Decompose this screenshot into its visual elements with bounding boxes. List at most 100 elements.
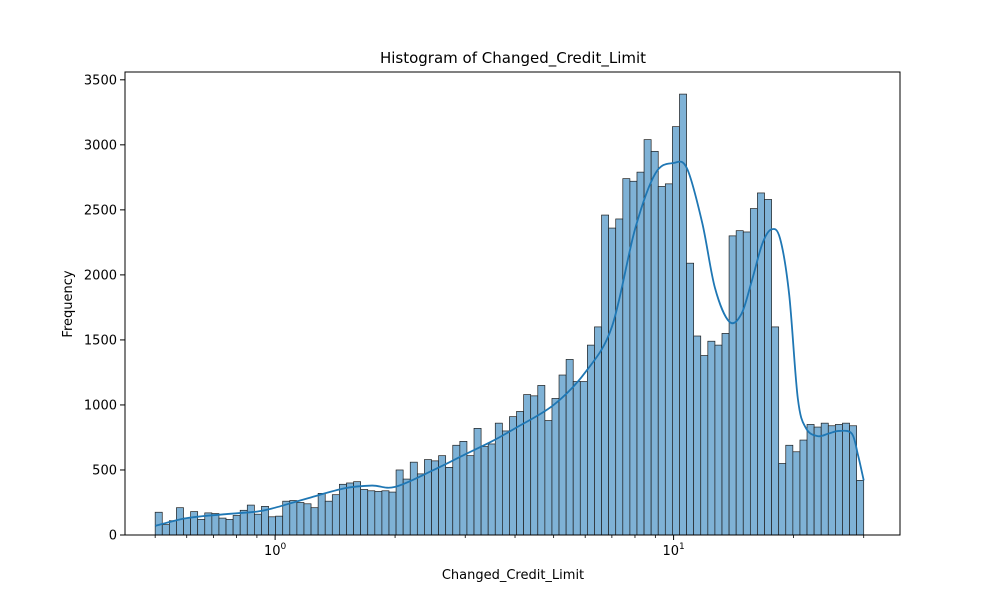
histogram-bar — [218, 517, 227, 536]
y-tick-label: 500 — [92, 463, 117, 478]
y-tick-label: 3500 — [84, 73, 117, 88]
histogram-bar — [239, 509, 248, 536]
histogram-bar — [431, 460, 439, 536]
histogram-bar — [225, 519, 234, 536]
histogram-bar — [608, 227, 617, 536]
histogram-bar — [672, 126, 680, 536]
histogram-bar — [537, 385, 546, 536]
y-tick-label: 2000 — [84, 268, 117, 283]
histogram-bar — [346, 482, 354, 536]
histogram-bar — [579, 381, 588, 536]
histogram-bar — [650, 150, 659, 536]
histogram-bar — [565, 359, 574, 536]
histogram-bar — [742, 231, 751, 536]
histogram-bar — [268, 516, 276, 536]
histogram-bar — [168, 520, 177, 536]
histogram-bar — [587, 344, 595, 536]
histogram-bar — [381, 490, 390, 536]
y-tick-label: 1500 — [84, 333, 117, 348]
histogram-bar — [183, 517, 191, 536]
histogram-bar — [303, 503, 312, 536]
histogram-bar — [806, 424, 815, 536]
y-tick-label: 0 — [109, 529, 117, 544]
histogram-bar — [856, 480, 865, 536]
histogram-bar — [502, 430, 510, 536]
histogram-bar — [792, 451, 801, 536]
kde-line — [154, 160, 865, 527]
histogram-bar — [636, 171, 645, 536]
histogram-bar — [700, 355, 709, 536]
histogram-bar — [480, 446, 489, 536]
histogram-bar — [275, 515, 284, 536]
y-tick-label: 1000 — [84, 398, 117, 413]
histogram-bar — [771, 326, 780, 536]
histogram-bar — [835, 424, 843, 536]
histogram-bar — [161, 524, 170, 536]
histogram-bar — [176, 507, 184, 536]
histogram-bar — [764, 199, 772, 536]
histogram-bar — [615, 218, 624, 536]
histogram-bar — [416, 473, 425, 536]
plot-frame — [124, 71, 901, 536]
histogram-bar — [728, 235, 737, 536]
histogram-bar — [402, 478, 411, 536]
histogram-bar — [331, 494, 340, 536]
histogram-bar — [296, 502, 305, 536]
histogram-bar — [190, 511, 199, 536]
histogram-bar — [664, 183, 673, 536]
histogram-bar — [842, 422, 850, 536]
histogram-bar — [516, 411, 524, 536]
histogram-bar — [679, 93, 687, 536]
histogram-bar — [367, 490, 376, 536]
histogram-bar — [778, 463, 787, 536]
histogram-bar — [799, 439, 808, 536]
histogram-bar — [735, 230, 744, 536]
histogram-bar — [686, 262, 695, 536]
histogram-bar — [572, 381, 581, 536]
histogram-bar — [707, 340, 716, 536]
histogram-bar — [551, 398, 560, 536]
histogram-bar — [757, 192, 765, 536]
histogram-bar — [487, 443, 496, 536]
histogram-bar — [360, 489, 369, 536]
histogram-bar — [523, 394, 532, 536]
histogram-bar — [622, 178, 631, 536]
y-tick-label: 3000 — [84, 138, 117, 153]
histogram-bar — [339, 483, 347, 536]
histogram-bar — [246, 504, 255, 536]
x-tick-label: 100 — [264, 542, 287, 559]
histogram-bar — [813, 426, 822, 536]
x-axis-ticks: 100 101 — [154, 535, 865, 559]
y-tick-label: 2500 — [84, 203, 117, 218]
histogram-bar — [509, 416, 517, 536]
histogram-bar — [289, 500, 298, 536]
histogram-bar — [353, 481, 361, 536]
histogram-bar — [693, 335, 702, 536]
histogram-bar — [317, 493, 326, 536]
histogram-bar — [820, 422, 829, 536]
histogram-bar — [544, 420, 553, 536]
histogram-bar — [601, 214, 609, 536]
histogram-bar — [197, 519, 206, 536]
histogram-bar — [232, 515, 241, 536]
histogram-bar — [374, 491, 383, 536]
x-tick-label: 101 — [662, 542, 684, 559]
histogram-bar — [721, 333, 730, 536]
histogram-bar — [473, 428, 482, 536]
histogram-bar — [749, 208, 758, 536]
histogram-bar — [282, 500, 291, 536]
histogram-bar — [714, 344, 723, 536]
y-axis-label: Frequency — [61, 270, 76, 337]
histogram-bar — [254, 513, 262, 536]
histogram-bar — [466, 455, 475, 536]
x-axis-label: Changed_Credit_Limit — [442, 568, 584, 583]
histogram-bar — [827, 425, 836, 536]
histogram-bar — [445, 467, 454, 536]
histogram-bar — [211, 513, 220, 536]
histogram-bar — [657, 186, 666, 536]
histogram-bar — [785, 444, 794, 536]
histogram-bar — [310, 507, 319, 536]
histogram-bar — [388, 491, 397, 536]
histogram-bar — [409, 461, 418, 536]
